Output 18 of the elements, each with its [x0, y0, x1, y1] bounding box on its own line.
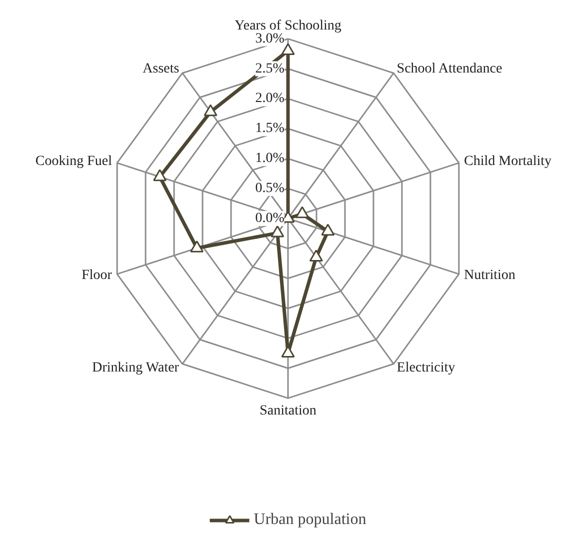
- spoke-label: Drinking Water: [92, 360, 180, 376]
- y-tick-label: 2.0%: [255, 91, 285, 106]
- spoke-label: Cooking Fuel: [35, 154, 112, 169]
- y-tick-label: 1.5%: [255, 121, 285, 136]
- y-tick-label: 3.0%: [255, 31, 285, 46]
- spoke-label: School Attendance: [396, 61, 502, 76]
- spoke-label: Electricity: [396, 360, 456, 376]
- spoke-label: Child Mortality: [464, 154, 552, 169]
- legend-label: Urban population: [254, 511, 366, 529]
- y-tick-label: 2.5%: [255, 61, 285, 76]
- y-tick-label: 0.0%: [255, 211, 285, 226]
- spoke-label: Nutrition: [464, 268, 516, 284]
- spoke-label: Floor: [82, 268, 112, 284]
- y-tick-label: 1.0%: [255, 151, 285, 166]
- spoke-label: Sanitation: [260, 404, 316, 419]
- y-tick-label: 0.5%: [255, 181, 285, 196]
- spoke-label: Years of Schooling: [234, 18, 342, 34]
- spoke-label: Assets: [142, 61, 180, 76]
